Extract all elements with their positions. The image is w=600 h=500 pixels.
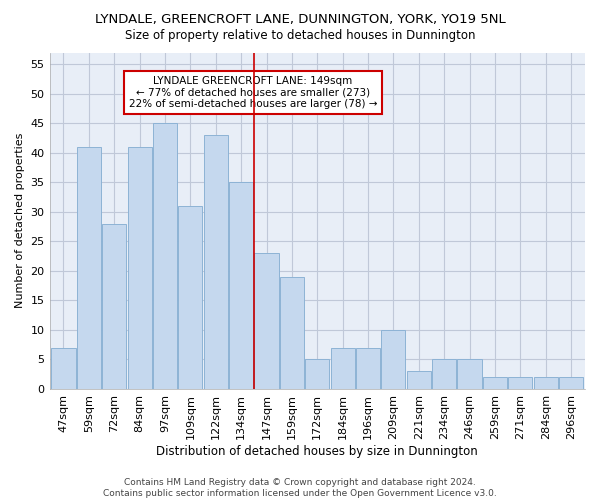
Bar bbox=[407, 371, 431, 389]
Bar bbox=[533, 377, 558, 389]
Bar bbox=[483, 377, 507, 389]
Bar bbox=[432, 360, 456, 389]
Bar bbox=[204, 135, 228, 389]
Bar bbox=[508, 377, 532, 389]
Bar bbox=[305, 360, 329, 389]
Text: LYNDALE, GREENCROFT LANE, DUNNINGTON, YORK, YO19 5NL: LYNDALE, GREENCROFT LANE, DUNNINGTON, YO… bbox=[95, 12, 505, 26]
Bar bbox=[331, 348, 355, 389]
Text: LYNDALE GREENCROFT LANE: 149sqm
← 77% of detached houses are smaller (273)
22% o: LYNDALE GREENCROFT LANE: 149sqm ← 77% of… bbox=[129, 76, 377, 110]
Bar bbox=[128, 147, 152, 389]
Bar bbox=[559, 377, 583, 389]
Bar bbox=[254, 253, 278, 389]
Bar bbox=[77, 147, 101, 389]
Bar bbox=[356, 348, 380, 389]
Bar bbox=[52, 348, 76, 389]
Bar bbox=[178, 206, 202, 389]
Bar bbox=[229, 182, 253, 389]
X-axis label: Distribution of detached houses by size in Dunnington: Distribution of detached houses by size … bbox=[157, 444, 478, 458]
Text: Size of property relative to detached houses in Dunnington: Size of property relative to detached ho… bbox=[125, 29, 475, 42]
Text: Contains HM Land Registry data © Crown copyright and database right 2024.
Contai: Contains HM Land Registry data © Crown c… bbox=[103, 478, 497, 498]
Bar bbox=[280, 277, 304, 389]
Bar bbox=[382, 330, 406, 389]
Bar bbox=[153, 124, 177, 389]
Y-axis label: Number of detached properties: Number of detached properties bbox=[15, 133, 25, 308]
Bar bbox=[102, 224, 127, 389]
Bar bbox=[457, 360, 482, 389]
